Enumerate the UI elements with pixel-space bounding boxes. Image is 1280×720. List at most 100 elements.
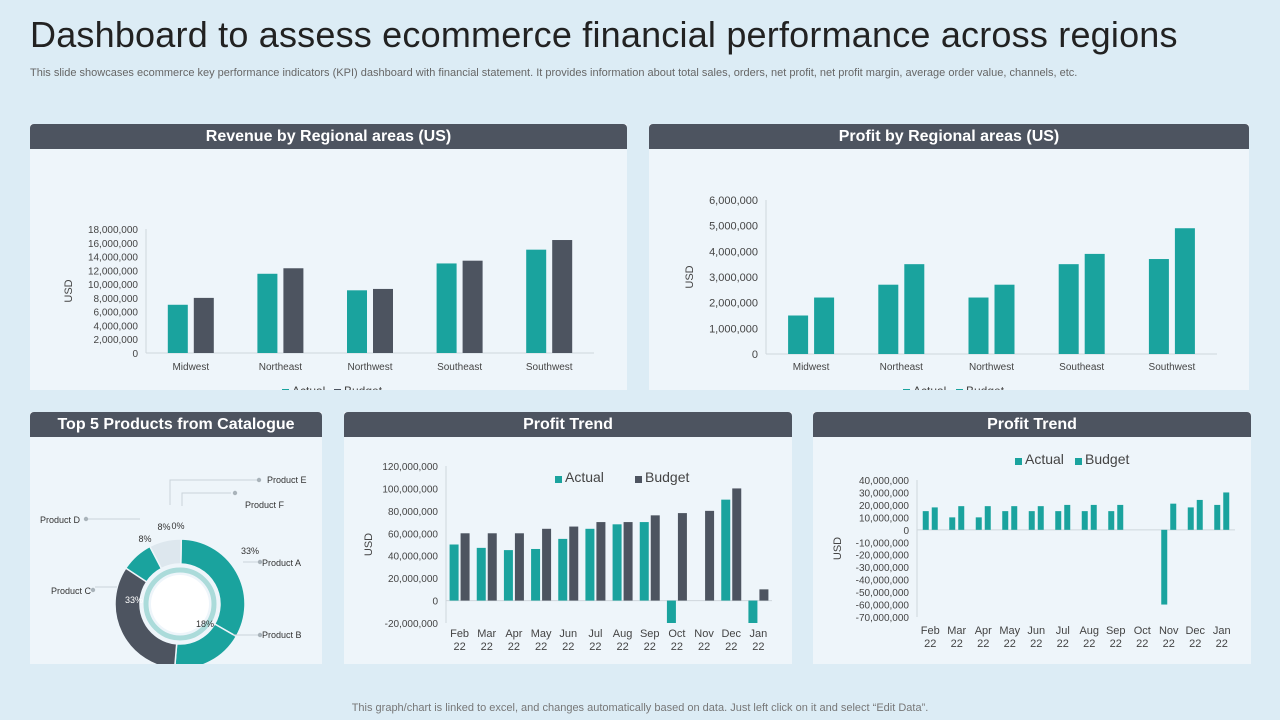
profit-trend-chart-2[interactable]: -70,000,000-60,000,000 -50,000,000-40,000… xyxy=(813,437,1251,664)
x-tick-label: Southwest xyxy=(1149,362,1196,373)
bar-actual-apr-22 xyxy=(503,550,513,601)
bar-budget-may-22 xyxy=(542,528,552,601)
y-tick-label: 4,000,000 xyxy=(709,246,758,258)
page-title: Dashboard to assess ecommerce financial … xyxy=(30,14,1178,55)
legend-label-budget: Budget xyxy=(344,384,383,390)
y-tick-label: 18,000,000 xyxy=(88,225,138,236)
y-tick-label: 10,000,000 xyxy=(88,280,138,291)
bar-actual-southwest xyxy=(1148,259,1169,354)
x-tick-label: Mar 22 xyxy=(477,628,496,653)
profit-chart[interactable]: 0 1,000,000 2,000,000 3,000,000 4,000,000 5,0… xyxy=(649,149,1249,390)
x-tick-label: Midwest xyxy=(172,362,209,373)
bar-budget-jul-22 xyxy=(596,522,606,601)
x-tick-label: Aug 22 xyxy=(1079,625,1099,650)
bar-budget-jan-22 xyxy=(1223,492,1230,530)
bar-budget-mar-22 xyxy=(487,533,497,601)
products-panel: Top 5 Products from Catalogue 33% 18% 33% 8… xyxy=(30,412,322,664)
y-tick-label: 4,000,000 xyxy=(94,321,139,332)
x-tick-label: Nov 22 xyxy=(694,628,714,653)
profit-panel-title: Profit by Regional areas (US) xyxy=(649,124,1249,149)
y-tick-label: 5,000,000 xyxy=(709,221,758,233)
bar-budget-feb-22 xyxy=(460,533,470,601)
pie-category-label: Product A xyxy=(262,558,301,568)
bar-budget-apr-22 xyxy=(984,506,991,530)
profit-trend-2-title: Profit Trend xyxy=(813,412,1251,437)
profit-trend-panel-2: Profit Trend -70,000,000 -60,000,000 -50,0… xyxy=(813,412,1251,664)
y-tick-label: 12,000,000 xyxy=(88,266,138,277)
bar-budget-apr-22 xyxy=(514,533,524,601)
y-tick-label: 20,000,000 xyxy=(388,574,438,585)
bar-actual-aug-22 xyxy=(612,524,622,601)
y-tick-label: -30,000,000 xyxy=(856,563,910,574)
x-tick-label: Northeast xyxy=(259,362,303,373)
bar-budget-midwest xyxy=(814,297,835,354)
pie-slice-product-c xyxy=(114,567,178,664)
bar-actual-southeast xyxy=(1058,264,1079,354)
bar-actual-dec-22 xyxy=(1187,507,1194,530)
y-axis-label: USD xyxy=(63,279,75,302)
legend-swatch-budget xyxy=(1075,458,1082,465)
revenue-panel-title: Revenue by Regional areas (US) xyxy=(30,124,627,149)
y-tick-label: 0 xyxy=(903,526,909,537)
y-tick-label: 3,000,000 xyxy=(709,272,758,284)
bar-budget-southwest xyxy=(552,240,573,353)
legend-label-budget: Budget xyxy=(966,384,1005,390)
bar-budget-aug-22 xyxy=(1090,504,1097,530)
pie-value-label: 33% xyxy=(241,546,259,556)
revenue-chart[interactable]: 0 2,000,000 4,000,000 6,000,000 8,000,000 10,… xyxy=(30,149,627,390)
y-tick-label: 30,000,000 xyxy=(859,488,909,499)
bar-actual-dec-22 xyxy=(721,499,731,601)
profit-trend-1-title: Profit Trend xyxy=(344,412,792,437)
y-tick-label: 0 xyxy=(132,349,138,360)
y-tick-label: 6,000,000 xyxy=(709,195,758,207)
leader-dot xyxy=(257,559,263,565)
bar-budget-sep-22 xyxy=(650,515,660,601)
x-tick-label: Sep 22 xyxy=(1106,625,1126,650)
x-tick-label: Southeast xyxy=(1059,362,1104,373)
y-tick-label: 2,000,000 xyxy=(709,298,758,310)
bar-budget-jan-22 xyxy=(759,589,769,601)
bar-budget-jun-22 xyxy=(569,526,579,601)
pie-value-label: 8% xyxy=(157,522,170,532)
legend-label-actual: Actual xyxy=(913,384,946,390)
profit-trend-chart-1[interactable]: -20,000,000 0 20,000,000 40,000,000 60,000,0… xyxy=(344,437,792,664)
bar-actual-apr-22 xyxy=(975,517,982,530)
x-tick-label: Northwest xyxy=(969,362,1014,373)
y-tick-label: -60,000,000 xyxy=(856,601,910,612)
x-tick-label: Northwest xyxy=(347,362,392,373)
bar-actual-jun-22 xyxy=(1028,511,1035,530)
bar-budget-southwest xyxy=(1174,228,1195,354)
x-tick-label: Sep 22 xyxy=(640,628,660,653)
x-tick-label: Southeast xyxy=(437,362,482,373)
bar-actual-nov-22 xyxy=(1161,529,1168,605)
pie-category-label: Product F xyxy=(245,500,285,510)
y-axis-label: USD xyxy=(684,265,696,288)
y-tick-label: 120,000,000 xyxy=(382,462,438,473)
x-tick-label: Jan 22 xyxy=(750,628,768,653)
y-axis-label: USD xyxy=(363,533,375,556)
x-tick-label: Jun 22 xyxy=(1027,625,1045,650)
y-tick-label: 80,000,000 xyxy=(388,507,438,518)
products-panel-title: Top 5 Products from Catalogue xyxy=(30,412,322,437)
bar-actual-midwest xyxy=(167,304,188,353)
x-tick-label: Oct 22 xyxy=(668,628,685,653)
y-tick-label: -50,000,000 xyxy=(856,588,910,599)
x-tick-label: Aug 22 xyxy=(613,628,633,653)
y-tick-label: 100,000,000 xyxy=(382,484,438,495)
bar-budget-nov-22 xyxy=(705,510,715,601)
pie-value-label: 0% xyxy=(171,521,184,531)
leader-line xyxy=(181,492,231,506)
bar-actual-northeast xyxy=(257,273,278,353)
bar-budget-feb-22 xyxy=(931,507,938,530)
y-tick-label: 40,000,000 xyxy=(388,552,438,563)
bar-budget-dec-22 xyxy=(1196,499,1203,530)
bar-budget-aug-22 xyxy=(623,522,633,601)
donut-hole xyxy=(151,575,209,633)
y-tick-label: 40,000,000 xyxy=(859,476,909,487)
y-tick-label: 1,000,000 xyxy=(709,323,758,335)
y-tick-label: 60,000,000 xyxy=(388,529,438,540)
bar-budget-dec-22 xyxy=(732,488,742,601)
bar-budget-midwest xyxy=(193,297,214,353)
y-tick-label: -20,000,000 xyxy=(856,551,910,562)
